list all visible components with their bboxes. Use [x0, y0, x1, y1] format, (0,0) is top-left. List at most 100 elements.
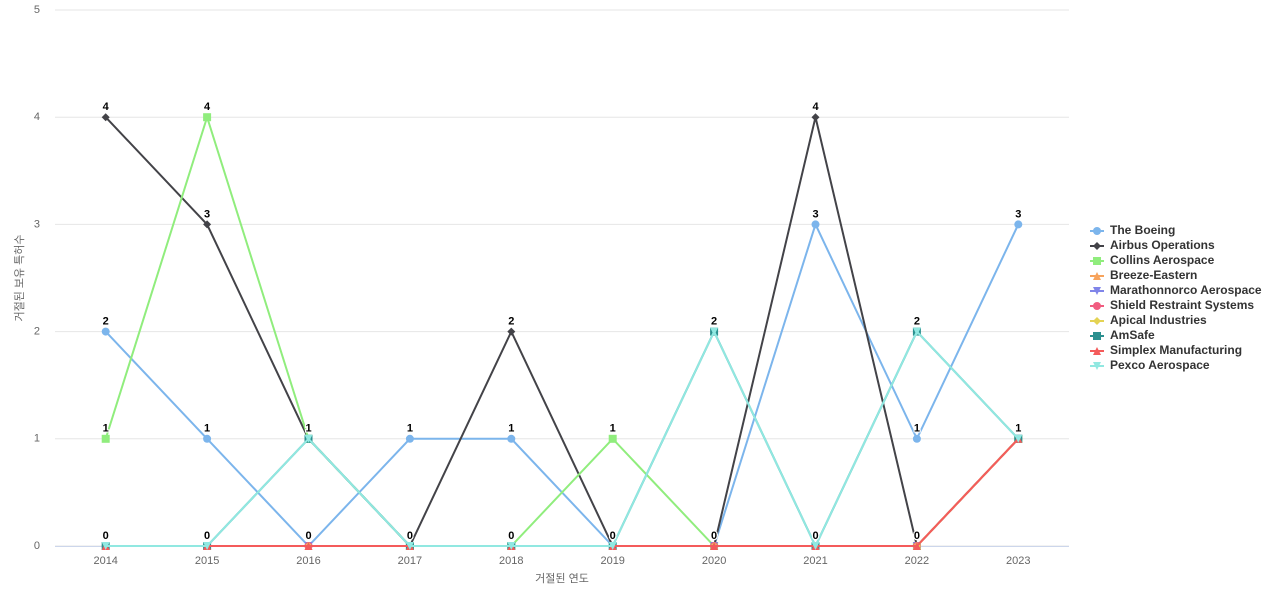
point	[710, 327, 719, 336]
point	[101, 434, 110, 443]
data-label: 0	[204, 530, 210, 542]
point	[912, 434, 921, 443]
x-tick-label: 2015	[195, 555, 219, 567]
data-label: 0	[914, 530, 920, 542]
data-label: 1	[1015, 423, 1021, 435]
data-label: 1	[1015, 423, 1021, 435]
data-label: 0	[508, 530, 514, 542]
data-label: 2	[711, 316, 717, 328]
legend-label: Breeze-Eastern	[1110, 268, 1197, 282]
data-label: 0	[610, 530, 616, 542]
data-label: 4	[103, 101, 110, 113]
data-label: 0	[812, 530, 818, 542]
point	[811, 542, 820, 550]
data-label: 0	[610, 530, 616, 542]
data-label: 0	[610, 530, 616, 542]
data-label: 0	[914, 530, 920, 542]
data-label: 2	[914, 316, 920, 328]
data-label: 0	[508, 530, 514, 542]
point	[608, 434, 617, 443]
data-label: 1	[305, 423, 311, 435]
legend-label: AmSafe	[1110, 328, 1155, 342]
point	[304, 434, 313, 443]
legend-marker	[1093, 257, 1101, 265]
data-label: 0	[914, 530, 920, 542]
series	[101, 327, 1023, 550]
data-label: 0	[508, 530, 514, 542]
data-label: 1	[914, 423, 920, 435]
data-label: 0	[610, 530, 616, 542]
legend-marker	[1093, 302, 1101, 310]
data-label: 0	[610, 530, 616, 542]
data-label: 0	[914, 530, 920, 542]
data-label: 1	[305, 423, 311, 435]
point	[304, 542, 313, 550]
data-label: 0	[103, 530, 109, 542]
data-label: 0	[914, 530, 920, 542]
x-axis-title: 거절된 연도	[535, 572, 589, 585]
data-label: 0	[812, 530, 818, 542]
data-label: 0	[305, 530, 311, 542]
y-tick-label: 2	[34, 326, 40, 338]
data-label: 1	[1015, 423, 1021, 435]
point	[710, 542, 719, 550]
data-label: 0	[204, 530, 210, 542]
x-tick-label: 2020	[702, 555, 726, 567]
point	[203, 220, 212, 229]
point	[101, 542, 110, 550]
data-label: 2	[103, 316, 109, 328]
series-line	[105, 329, 1020, 549]
point	[507, 542, 516, 550]
point	[203, 434, 212, 443]
legend-marker	[1093, 272, 1101, 280]
legend-marker	[1093, 227, 1101, 235]
data-label: 1	[1015, 423, 1021, 435]
data-label: 3	[1015, 208, 1021, 220]
series-line	[104, 116, 1020, 549]
legend-label: Marathonnorco Aerospace	[1110, 283, 1262, 297]
x-tick-label: 2021	[803, 555, 827, 567]
data-label: 0	[508, 530, 514, 542]
point	[203, 542, 212, 550]
data-label: 1	[305, 423, 311, 435]
data-label: 1	[1015, 423, 1021, 435]
legend-marker	[1093, 362, 1101, 370]
legend-marker	[1093, 317, 1101, 325]
y-tick-label: 1	[34, 433, 40, 445]
data-label: 1	[1015, 423, 1021, 435]
data-label: 0	[103, 530, 109, 542]
data-label: 0	[711, 530, 717, 542]
data-label: 0	[610, 530, 616, 542]
data-label: 2	[508, 316, 514, 328]
data-label: 0	[508, 530, 514, 542]
data-label: 0	[407, 530, 413, 542]
point	[811, 220, 820, 229]
data-label: 0	[407, 530, 413, 542]
data-label: 0	[407, 530, 413, 542]
data-label: 3	[812, 208, 818, 220]
point	[811, 113, 820, 122]
data-label: 0	[610, 530, 616, 542]
x-tick-label: 2019	[600, 555, 624, 567]
x-tick-label: 2018	[499, 555, 523, 567]
y-tick-label: 3	[34, 218, 40, 230]
data-label: 0	[812, 530, 818, 542]
data-label: 0	[508, 530, 514, 542]
legend-label: Apical Industries	[1110, 313, 1207, 327]
legend-label: Collins Aerospace	[1110, 253, 1215, 267]
legend-marker	[1093, 242, 1101, 250]
data-label: 0	[103, 530, 109, 542]
point	[405, 542, 414, 550]
data-label: 1	[103, 423, 109, 435]
legend-marker	[1093, 287, 1101, 295]
data-label: 0	[204, 530, 210, 542]
point	[101, 327, 110, 336]
point	[912, 327, 921, 336]
data-label: 0	[914, 530, 920, 542]
point	[507, 434, 516, 443]
data-label: 0	[812, 530, 818, 542]
data-label: 0	[407, 530, 413, 542]
legend-label: Shield Restraint Systems	[1110, 298, 1254, 312]
data-label: 0	[407, 530, 413, 542]
